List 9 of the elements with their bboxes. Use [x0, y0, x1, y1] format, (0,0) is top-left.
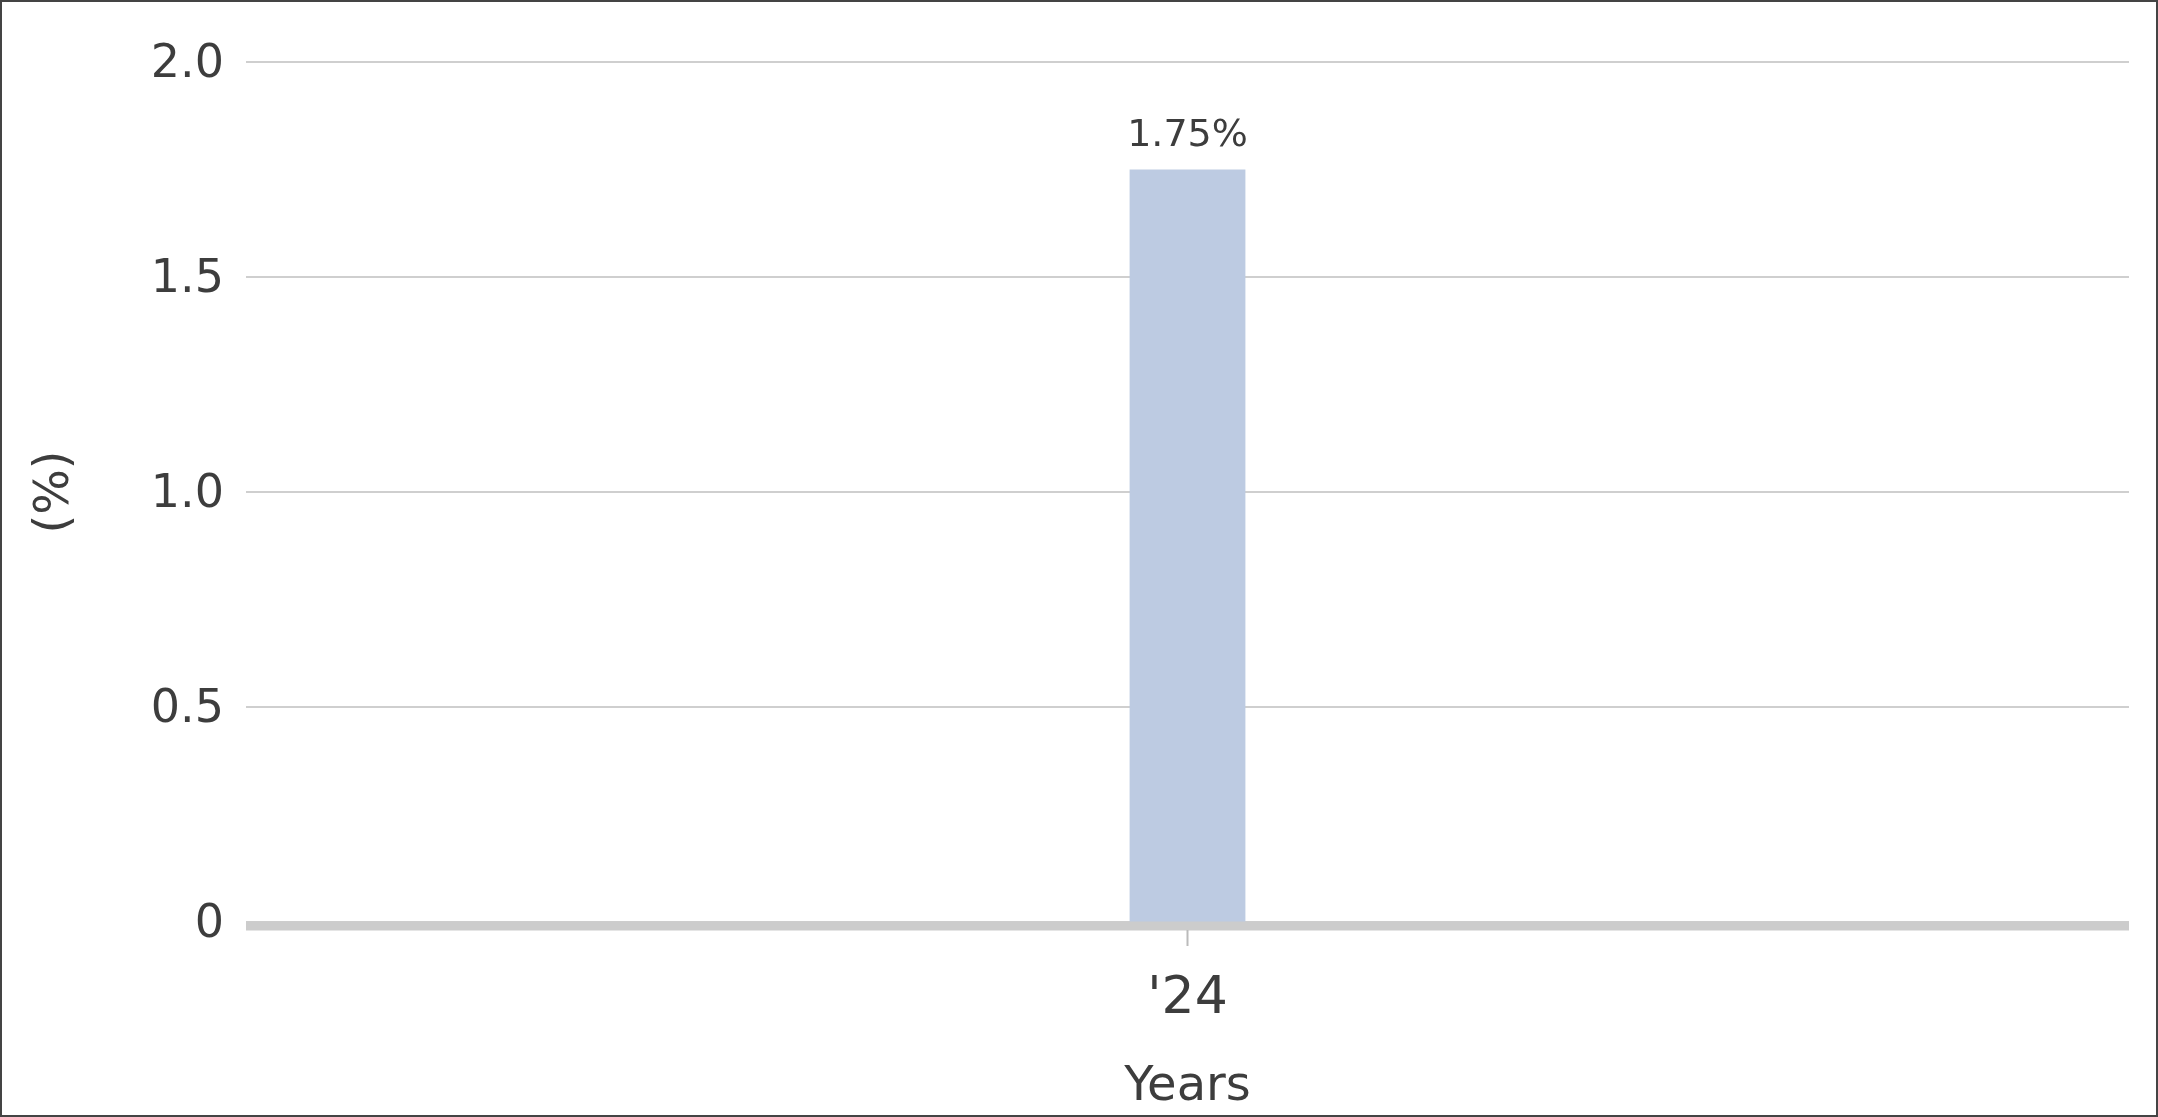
- x-tick-label: '24: [1147, 964, 1228, 1025]
- y-axis-title: (%): [23, 450, 79, 534]
- y-tick-label: 0: [194, 894, 224, 949]
- y-tick-label: 1.0: [150, 464, 224, 519]
- y-tick-label: 0.5: [150, 679, 224, 734]
- y-tick-label: 2.0: [150, 34, 224, 89]
- y-tick-label: 1.5: [150, 249, 224, 304]
- x-axis-title: Years: [1123, 1055, 1251, 1111]
- data-label: 1.75%: [1127, 110, 1248, 155]
